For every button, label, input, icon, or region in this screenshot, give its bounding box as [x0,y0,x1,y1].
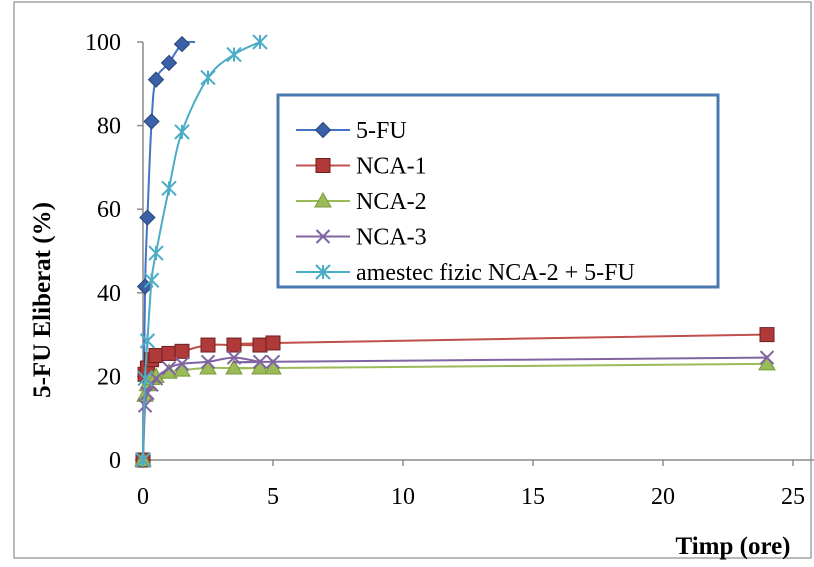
y-tick-label: 80 [97,114,121,140]
legend-label: NCA-1 [356,154,427,180]
y-tick-label: 0 [109,448,121,474]
legend-box [278,95,718,287]
x-axis-title: Timp (ore) [675,533,790,560]
y-tick-label: 100 [85,30,121,56]
y-tick-label: 20 [97,364,121,390]
legend-label: NCA-3 [356,225,427,251]
x-tick-label: 10 [391,484,415,510]
data-point [760,328,774,342]
y-tick-label: 40 [97,281,121,307]
data-point [175,344,189,358]
x-tick-label: 20 [651,484,675,510]
x-tick-label: 25 [781,484,805,510]
legend-marker [316,159,330,173]
data-point [227,338,241,352]
x-tick-label: 15 [521,484,545,510]
data-point [266,336,280,350]
legend-label: NCA-2 [356,189,427,215]
x-tick-label: 0 [137,484,149,510]
legend-label: amestec fizic NCA-2 + 5-FU [356,260,635,286]
data-point [162,346,176,360]
data-point [149,349,163,363]
legend-label: 5-FU [356,118,407,144]
y-tick-label: 60 [97,197,121,223]
legend: 5-FU NCA-1 NCA-2 NCA-3 amestec fizic NCA-2 +… [278,95,718,287]
x-tick-label: 5 [267,484,279,510]
data-point [253,338,267,352]
y-axis-title: 5-FU Eliberat (%) [29,202,56,398]
data-point [201,338,215,352]
